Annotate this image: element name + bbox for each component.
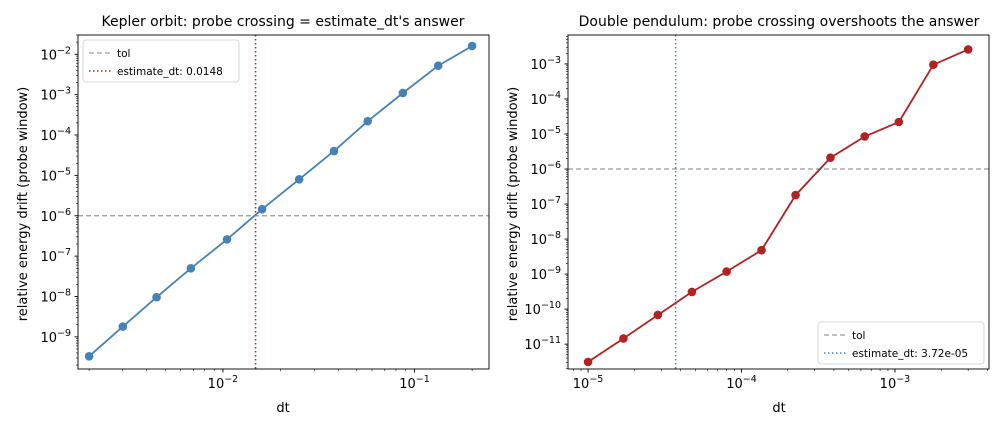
data-point <box>329 146 339 156</box>
y-tick-label: 10−3 <box>40 86 71 104</box>
data-point <box>826 153 835 163</box>
x-axis-label: dt <box>276 401 289 416</box>
data-point <box>929 60 938 70</box>
chart-title: Double pendulum: probe crossing overshoo… <box>579 14 980 30</box>
data-point <box>583 357 593 367</box>
data-point <box>860 132 870 141</box>
y-tick-label: 10−6 <box>40 207 71 225</box>
x-axis-label: dt <box>772 401 785 416</box>
y-axis-label: relative energy drift (probe window) <box>16 87 31 322</box>
data-point <box>118 322 128 331</box>
x-tick-label: 10−3 <box>880 374 911 392</box>
data-point <box>222 235 232 244</box>
x-tick-label: 10−1 <box>399 374 430 392</box>
data-point <box>433 61 443 71</box>
data-point <box>791 190 800 200</box>
chart-title: Kepler orbit: probe crossing = estimate_… <box>101 14 464 30</box>
y-tick-label: 10−11 <box>524 335 561 353</box>
legend-estimate-label: estimate_dt: 3.72e-05 <box>852 348 968 360</box>
data-point <box>467 41 477 51</box>
legend: tol estimate_dt: 3.72e-05 <box>817 321 985 365</box>
y-tick-label: 10−6 <box>530 160 561 178</box>
y-tick-label: 10−5 <box>40 166 71 184</box>
y-tick-label: 10−10 <box>524 300 561 318</box>
y-tick-label: 10−8 <box>530 230 561 248</box>
y-tick-label: 10−2 <box>40 45 71 63</box>
x-tick-label: 10−5 <box>573 374 604 392</box>
y-axis-label: relative energy drift (probe window) <box>506 87 521 322</box>
data-point <box>294 174 304 184</box>
data-point <box>363 116 373 126</box>
panel-double-pendulum: Double pendulum: probe crossing overshoo… <box>506 14 990 416</box>
data-point <box>963 45 973 54</box>
y-tick-label: 10−8 <box>40 287 71 305</box>
data-point <box>84 352 94 361</box>
y-tick-label: 10−9 <box>530 265 561 283</box>
x-tick-label: 10−2 <box>208 374 239 392</box>
y-tick-label: 10−5 <box>530 125 561 143</box>
panel-kepler: Kepler orbit: probe crossing = estimate_… <box>16 14 490 416</box>
legend-tol-label: tol <box>852 330 865 342</box>
y-tick-label: 10−3 <box>530 55 561 73</box>
series-line <box>587 48 969 363</box>
data-point <box>152 292 161 302</box>
x-tick-label: 10−4 <box>726 374 757 392</box>
data-point <box>186 263 196 273</box>
plot-frame <box>567 34 990 370</box>
y-tick-label: 10−9 <box>40 328 71 346</box>
y-tick-label: 10−7 <box>40 247 71 265</box>
data-point <box>894 117 904 127</box>
plot-frame <box>77 34 490 370</box>
legend-frame <box>82 39 240 83</box>
data-point <box>653 310 663 320</box>
data-point <box>687 287 697 297</box>
y-tick-label: 10−4 <box>40 126 71 144</box>
data-point <box>398 88 408 98</box>
series-line <box>88 45 473 357</box>
legend-tol-label: tol <box>117 48 130 60</box>
legend-frame <box>817 321 985 365</box>
data-point <box>257 204 267 214</box>
data-point <box>757 245 766 255</box>
legend-estimate-label: estimate_dt: 0.0148 <box>117 66 223 78</box>
data-point <box>722 267 731 276</box>
y-tick-label: 10−4 <box>530 90 561 108</box>
y-tick-label: 10−7 <box>530 195 561 213</box>
legend: tol estimate_dt: 0.0148 <box>82 39 240 83</box>
data-point <box>619 334 628 343</box>
